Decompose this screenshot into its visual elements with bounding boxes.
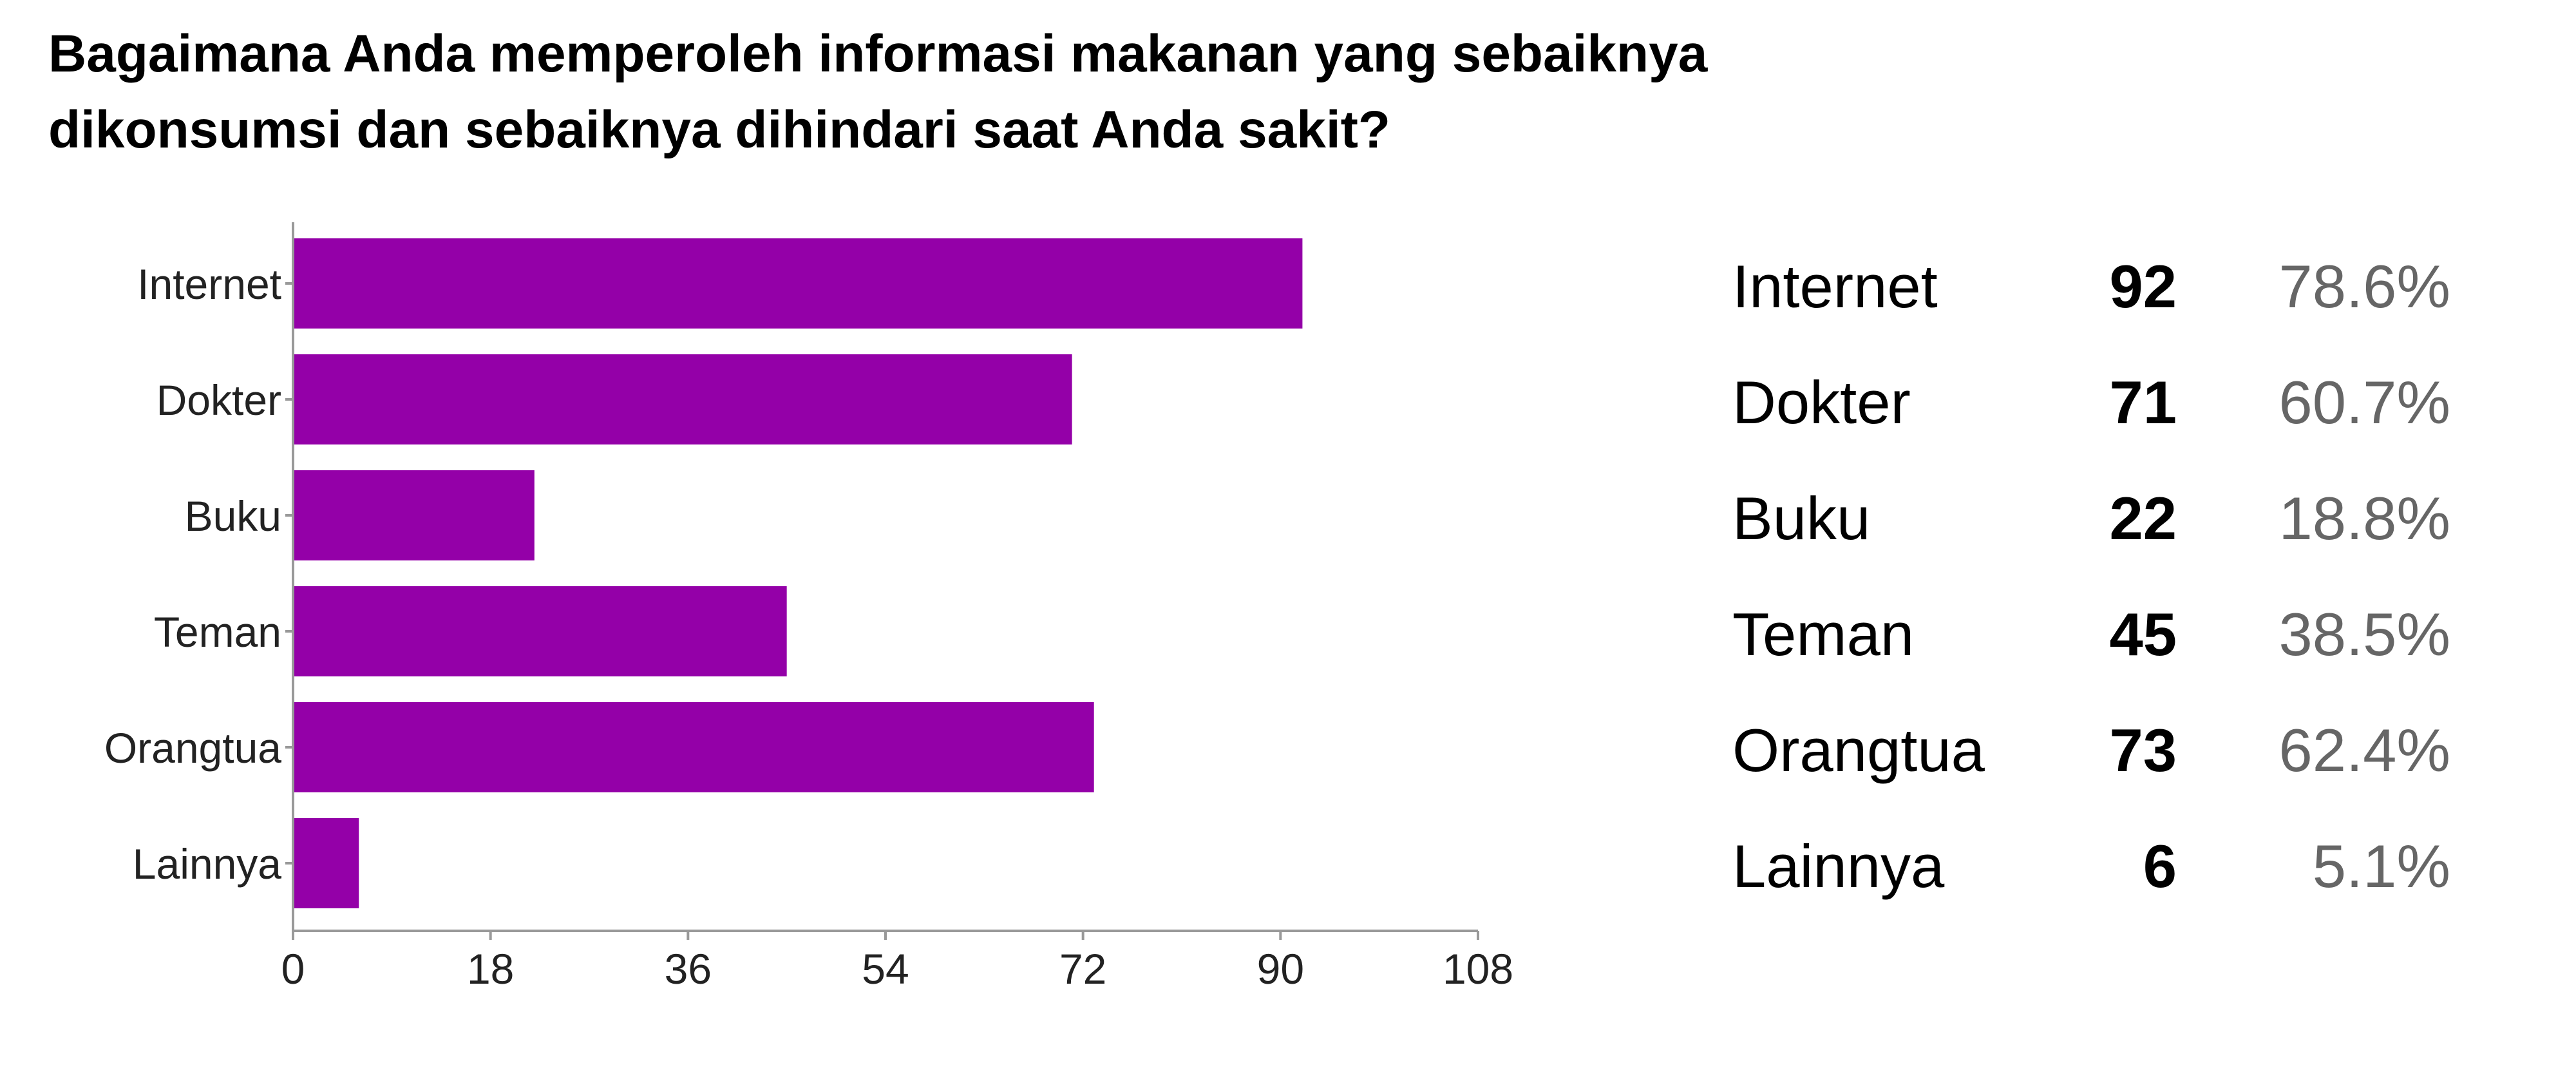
bar [294,354,1072,444]
summary-label: Internet [1732,253,1938,320]
bar [294,470,535,560]
x-tick-label: 72 [1059,945,1106,993]
summary-count: 6 [2143,832,2177,900]
bar [294,702,1094,792]
category-label: Dokter [156,376,281,424]
summary-percent: 5.1% [2312,832,2450,900]
bar [294,818,359,908]
summary-count: 22 [2109,484,2177,552]
category-label: Orangtua [104,724,281,772]
bar [294,586,787,676]
category-label: Buku [185,492,281,540]
category-label: Internet [137,260,281,308]
chart-title-line-1: Bagaimana Anda memperoleh informasi maka… [48,24,1708,83]
summary-count: 71 [2109,368,2177,436]
summary-percent: 18.8% [2278,484,2450,552]
chart-title: Bagaimana Anda memperoleh informasi maka… [48,16,2367,168]
summary-label: Orangtua [1732,716,1985,784]
summary-label: Teman [1732,600,1915,668]
x-tick-label: 54 [862,945,909,993]
category-label: Lainnya [133,840,281,888]
summary-label: Buku [1732,484,1871,552]
summary-percent: 38.5% [2278,600,2450,668]
x-tick-label: 36 [665,945,712,993]
summary-count: 92 [2109,253,2177,320]
summary-percent: 62.4% [2278,716,2450,784]
summary-percent: 78.6% [2278,253,2450,320]
category-label: Teman [154,608,281,656]
chart-title-line-2: dikonsumsi dan sebaiknya dihindari saat … [48,100,1390,159]
summary-percent: 60.7% [2278,368,2450,436]
x-tick-label: 0 [281,945,305,993]
x-tick-label: 108 [1443,945,1513,993]
bar [294,238,1303,329]
x-tick-label: 18 [467,945,514,993]
summary-label: Lainnya [1732,832,1945,900]
summary-count: 73 [2109,716,2177,784]
x-tick-label: 90 [1257,945,1304,993]
summary-label: Dokter [1732,368,1911,436]
summary-count: 45 [2109,600,2177,668]
